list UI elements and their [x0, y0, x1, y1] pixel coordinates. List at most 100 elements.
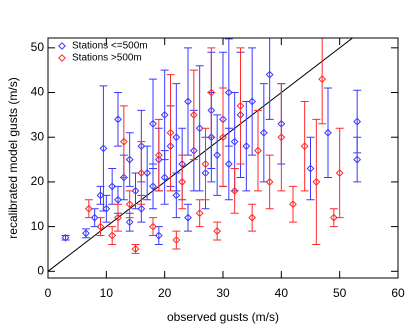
error-bar — [277, 83, 286, 192]
point — [149, 182, 157, 191]
point — [213, 151, 222, 160]
point — [160, 173, 169, 182]
point — [265, 178, 274, 186]
error-bar — [119, 105, 128, 178]
y-tick-label: 40 — [31, 85, 45, 99]
point — [125, 155, 134, 164]
point — [119, 173, 128, 182]
point — [230, 186, 239, 195]
point — [172, 191, 181, 200]
point — [102, 204, 111, 213]
error-bar — [189, 69, 198, 161]
point — [125, 200, 134, 209]
point — [248, 97, 257, 106]
point — [195, 209, 204, 218]
point — [108, 231, 117, 240]
error-bar — [306, 136, 315, 201]
y-tick-label: 0 — [37, 263, 44, 277]
error-bar — [154, 118, 163, 192]
y-tick-label: 20 — [31, 174, 45, 188]
y-axis-title: recalibrated model gusts (m/s) — [6, 77, 20, 238]
point — [189, 110, 198, 119]
error-bar — [84, 199, 93, 219]
error-bar — [195, 65, 204, 192]
error-bar — [329, 208, 338, 228]
error-bar — [318, 38, 327, 125]
point — [230, 137, 239, 146]
point — [154, 151, 163, 160]
point — [90, 213, 99, 222]
x-tick-label: 60 — [391, 286, 405, 300]
point — [318, 75, 327, 84]
error-bar — [61, 235, 70, 241]
point — [289, 200, 297, 209]
point — [248, 213, 257, 222]
point — [224, 160, 233, 168]
point — [300, 142, 309, 151]
error-bar — [125, 190, 134, 219]
error-bar — [137, 141, 146, 205]
error-bar — [166, 74, 175, 192]
point — [131, 186, 140, 195]
point — [96, 191, 105, 200]
point — [259, 128, 268, 137]
error-bar — [224, 127, 233, 201]
error-bar — [219, 87, 227, 187]
point — [166, 128, 175, 137]
error-bar — [184, 203, 192, 232]
error-bar — [254, 109, 262, 192]
x-axis-title: observed gusts (m/s) — [167, 310, 279, 324]
point — [242, 142, 251, 151]
error-bar — [324, 87, 332, 178]
y-tick-label: 10 — [31, 219, 45, 233]
point — [184, 213, 192, 222]
error-bar — [213, 221, 222, 241]
point — [306, 164, 315, 173]
error-bar — [353, 136, 362, 183]
point — [353, 117, 362, 126]
error-bar — [300, 100, 309, 192]
point — [108, 182, 117, 191]
legend-marker — [58, 42, 66, 50]
point — [178, 178, 187, 186]
point — [353, 155, 362, 164]
error-bar — [108, 226, 117, 245]
legend-marker — [58, 54, 66, 62]
y-tick-label: 30 — [31, 129, 45, 143]
point — [149, 222, 157, 231]
point — [160, 110, 169, 119]
point — [195, 124, 204, 133]
error-bar — [125, 132, 134, 187]
x-tick-label: 20 — [158, 286, 172, 300]
error-bar — [248, 47, 257, 156]
point — [99, 144, 108, 153]
point — [82, 229, 90, 238]
error-bar — [312, 118, 321, 245]
point — [219, 133, 227, 142]
x-tick-label: 40 — [275, 286, 289, 300]
point — [96, 222, 105, 231]
error-bar — [201, 127, 210, 201]
point — [184, 97, 192, 106]
point — [154, 231, 163, 240]
x-tick-label: 50 — [333, 286, 347, 300]
error-bar — [149, 217, 157, 237]
point — [207, 88, 216, 97]
point — [277, 133, 286, 142]
point — [265, 70, 274, 79]
point — [254, 146, 262, 155]
error-bar — [114, 92, 122, 147]
point — [149, 119, 157, 128]
point — [114, 115, 122, 124]
error-bar — [114, 203, 122, 232]
error-bar — [248, 203, 257, 232]
point — [143, 169, 152, 177]
point — [201, 160, 210, 168]
point — [114, 213, 122, 222]
error-bar — [265, 38, 274, 120]
point — [335, 169, 344, 177]
point — [312, 178, 321, 186]
error-bar — [149, 78, 157, 170]
point — [125, 218, 134, 227]
